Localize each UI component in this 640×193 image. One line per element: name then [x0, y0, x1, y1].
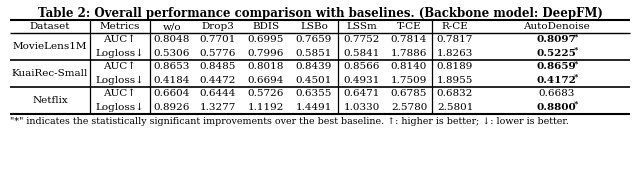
- Text: 0.4501: 0.4501: [296, 76, 332, 85]
- Text: 0.8439: 0.8439: [296, 62, 332, 71]
- Text: 0.8189: 0.8189: [437, 62, 473, 71]
- Text: MovieLens1M: MovieLens1M: [13, 42, 87, 51]
- Text: *: *: [573, 100, 578, 108]
- Text: 1.7509: 1.7509: [391, 76, 427, 85]
- Text: *: *: [573, 32, 578, 40]
- Text: 1.8955: 1.8955: [437, 76, 473, 85]
- Text: 0.8140: 0.8140: [391, 62, 427, 71]
- Text: 0.6471: 0.6471: [344, 89, 380, 98]
- Text: BDIS: BDIS: [252, 22, 280, 31]
- Text: 0.6832: 0.6832: [437, 89, 473, 98]
- Text: *: *: [573, 59, 578, 67]
- Text: LSBo: LSBo: [300, 22, 328, 31]
- Text: *: *: [573, 73, 578, 81]
- Text: Netflix: Netflix: [32, 96, 68, 105]
- Text: 0.7701: 0.7701: [200, 35, 236, 44]
- Text: 0.4931: 0.4931: [344, 76, 380, 85]
- Text: 0.7752: 0.7752: [344, 35, 380, 44]
- Text: 0.8926: 0.8926: [154, 103, 190, 112]
- Text: 0.8566: 0.8566: [344, 62, 380, 71]
- Text: 0.6694: 0.6694: [248, 76, 284, 85]
- Text: 0.7996: 0.7996: [248, 49, 284, 58]
- Text: Dataset: Dataset: [29, 22, 70, 31]
- Text: 1.8263: 1.8263: [437, 49, 473, 58]
- Text: 0.7659: 0.7659: [296, 35, 332, 44]
- Text: 0.6444: 0.6444: [200, 89, 236, 98]
- Text: AutoDenoise: AutoDenoise: [523, 22, 590, 31]
- Text: 0.4184: 0.4184: [154, 76, 190, 85]
- Text: AUC↑: AUC↑: [104, 89, 136, 98]
- Text: 2.5780: 2.5780: [391, 103, 427, 112]
- Text: 1.3277: 1.3277: [200, 103, 236, 112]
- Text: 0.6683: 0.6683: [538, 89, 575, 98]
- Text: 1.7886: 1.7886: [391, 49, 427, 58]
- Text: 2.5801: 2.5801: [437, 103, 473, 112]
- Text: LSSm: LSSm: [347, 22, 378, 31]
- Text: 0.5776: 0.5776: [200, 49, 236, 58]
- Text: Drop3: Drop3: [202, 22, 234, 31]
- Text: 0.4472: 0.4472: [200, 76, 236, 85]
- Text: 1.0330: 1.0330: [344, 103, 380, 112]
- Text: 0.6995: 0.6995: [248, 35, 284, 44]
- Text: *: *: [573, 46, 578, 54]
- Text: 0.8659: 0.8659: [537, 62, 576, 71]
- Text: 0.4172: 0.4172: [536, 76, 577, 85]
- Text: Logloss↓: Logloss↓: [95, 76, 145, 85]
- Text: AUC↑: AUC↑: [104, 35, 136, 44]
- Text: 0.6785: 0.6785: [391, 89, 427, 98]
- Text: 0.5851: 0.5851: [296, 49, 332, 58]
- Text: 0.5726: 0.5726: [248, 89, 284, 98]
- Text: 0.5306: 0.5306: [154, 49, 190, 58]
- Text: 0.8653: 0.8653: [154, 62, 190, 71]
- Text: 1.1192: 1.1192: [248, 103, 284, 112]
- Text: 0.8018: 0.8018: [248, 62, 284, 71]
- Text: Logloss↓: Logloss↓: [95, 49, 145, 58]
- Text: AUC↑: AUC↑: [104, 62, 136, 71]
- Text: Metrics: Metrics: [100, 22, 140, 31]
- Text: 0.7814: 0.7814: [391, 35, 427, 44]
- Text: T-CE: T-CE: [397, 22, 421, 31]
- Text: 0.6355: 0.6355: [296, 89, 332, 98]
- Text: w/o: w/o: [163, 22, 181, 31]
- Text: 0.7817: 0.7817: [437, 35, 473, 44]
- Text: R-CE: R-CE: [442, 22, 468, 31]
- Text: 0.5225: 0.5225: [536, 49, 577, 58]
- Text: 0.5841: 0.5841: [344, 49, 380, 58]
- Text: 0.8800: 0.8800: [536, 103, 577, 112]
- Text: KuaiRec-Small: KuaiRec-Small: [12, 69, 88, 78]
- Text: 0.8048: 0.8048: [154, 35, 190, 44]
- Text: 0.8485: 0.8485: [200, 62, 236, 71]
- Text: 0.8097: 0.8097: [536, 35, 577, 44]
- Text: "*" indicates the statistically significant improvements over the best baseline.: "*" indicates the statistically signific…: [10, 117, 569, 126]
- Text: Logloss↓: Logloss↓: [95, 103, 145, 112]
- Text: Table 2: Overall performance comparison with baselines. (Backbone model: DeepFM): Table 2: Overall performance comparison …: [38, 7, 602, 20]
- Text: 0.6604: 0.6604: [154, 89, 190, 98]
- Text: 1.4491: 1.4491: [296, 103, 332, 112]
